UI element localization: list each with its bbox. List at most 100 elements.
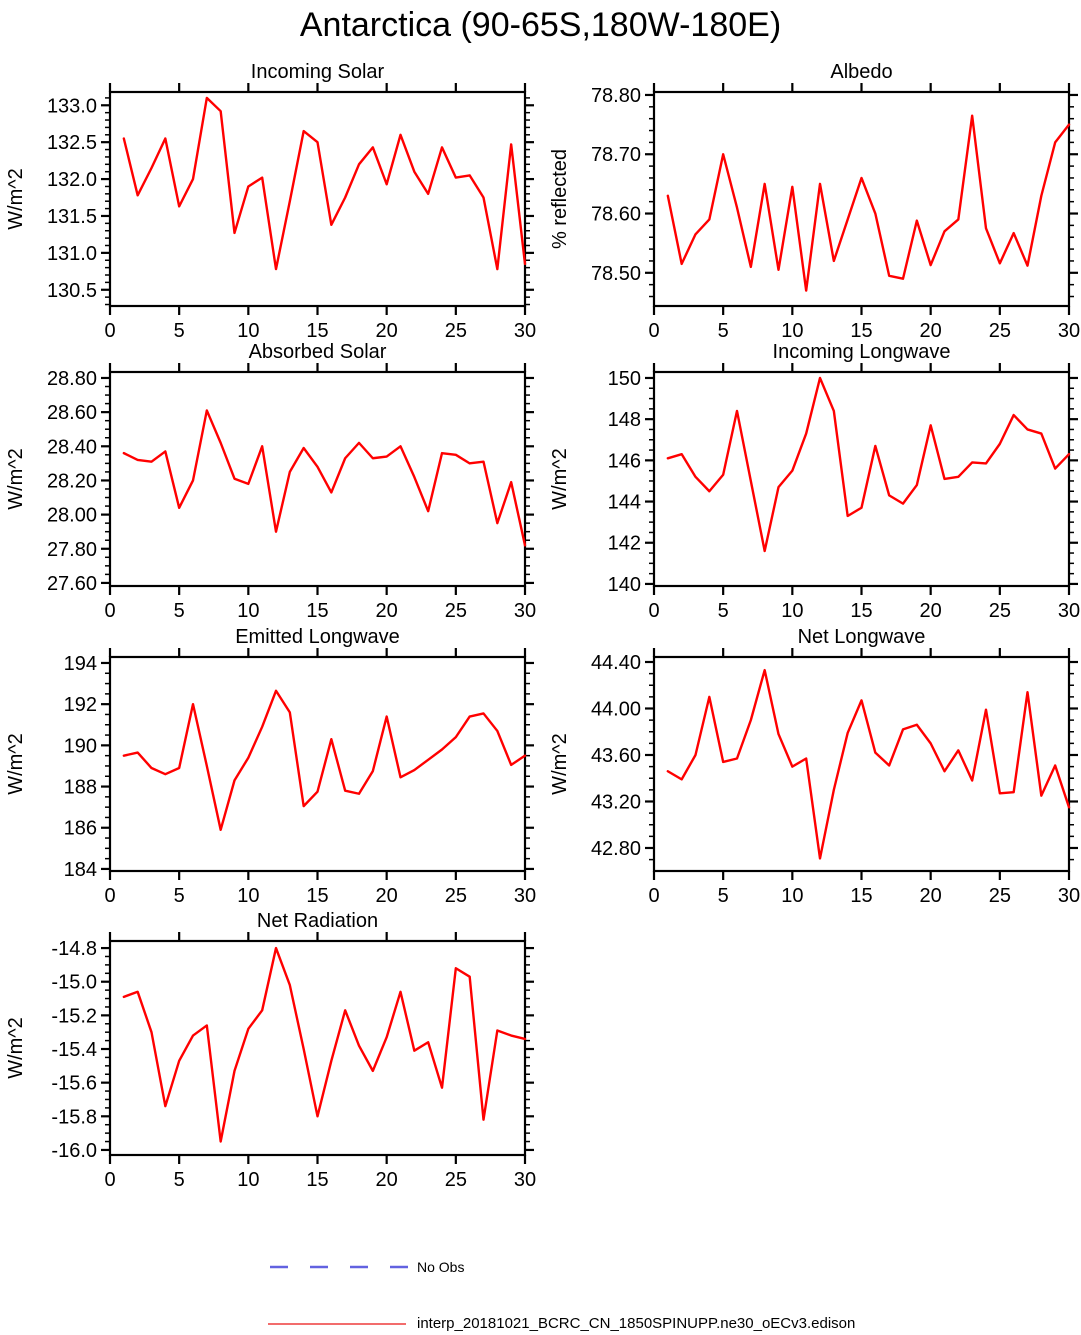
y-tick-label: 148 [608,409,641,431]
x-tick-label: 25 [445,320,467,342]
x-tick-label: 20 [376,320,398,342]
x-tick-label: 5 [718,600,729,622]
y-tick-label: 194 [64,653,97,675]
series-line-emitted-longwave [122,689,527,832]
y-tick-label: 140 [608,574,641,596]
x-tick-label: 0 [648,320,659,342]
x-tick-label: 10 [237,600,259,622]
x-tick-label: 25 [989,320,1011,342]
y-tick-label: 28.00 [47,505,97,527]
x-tick-label: 5 [174,1169,185,1191]
chart-ylabel: W/m^2 [5,1017,27,1079]
y-tick-label: 144 [608,492,641,514]
y-tick-label: 133.0 [47,95,97,117]
series-line-incoming-longwave [666,376,1071,553]
y-tick-label: 28.20 [47,470,97,492]
y-tick-label: 142 [608,533,641,555]
series-solid-line-icon [268,1322,406,1325]
y-tick-label: 130.5 [47,280,97,302]
plot-frame [108,655,527,873]
x-tick-label: 15 [850,600,872,622]
y-tick-label: 44.40 [591,652,641,674]
x-tick-label: 0 [104,1169,115,1191]
y-tick-label: 78.50 [591,263,641,285]
x-tick-label: 5 [174,885,185,907]
series-line-net-longwave [666,668,1071,860]
legend-item-no-obs: No Obs [267,1259,464,1275]
plot-frame [108,90,527,308]
y-tick-label: 78.60 [591,204,641,226]
chart-title: Net Radiation [257,910,378,932]
x-tick-label: 10 [237,1169,259,1191]
series-line-net-radiation [122,946,527,1143]
y-tick-label: -15.0 [51,972,97,994]
chart-ylabel: W/m^2 [5,733,27,795]
chart-title: Incoming Longwave [773,341,951,363]
chart-ylabel: W/m^2 [5,168,27,230]
chart-net-longwave: 0 5 10 15 20 25 30 42.80 43.20 43.60 44.00 44.40 Net… [549,626,1080,907]
chart-ylabel: W/m^2 [549,448,571,510]
y-tick-label: -15.8 [51,1106,97,1128]
x-tick-label: 5 [718,320,729,342]
x-tick-label: 20 [920,320,942,342]
x-tick-label: 0 [104,320,115,342]
y-tick-label: -15.6 [51,1073,97,1095]
y-tick-label: 43.20 [591,791,641,813]
y-tick-label: 28.80 [47,368,97,390]
legend-item-series: interp_20181021_BCRC_CN_1850SPINUPP.ne30… [267,1315,855,1332]
chart-net-radiation: 0 5 10 15 20 25 30 -16.0 -15.8 -15.6 -15.4 -15.2 -15… [5,910,536,1191]
y-tick-label: -15.4 [51,1039,97,1061]
chart-title: Net Longwave [798,626,926,648]
chart-title: Albedo [830,61,892,83]
chart-ylabel: % reflected [549,149,571,249]
x-tick-label: 30 [514,600,536,622]
y-tick-label: -15.2 [51,1005,97,1027]
x-tick-label: 15 [306,600,328,622]
x-tick-label: 10 [781,885,803,907]
y-tick-label: 150 [608,368,641,390]
x-tick-label: 20 [920,885,942,907]
y-tick-label: 42.80 [591,838,641,860]
x-tick-label: 15 [850,320,872,342]
x-tick-label: 15 [306,885,328,907]
y-tick-label: 192 [64,694,97,716]
series-line-incoming-solar [122,96,527,271]
x-tick-label: 20 [376,600,398,622]
series-line-albedo [666,114,1071,292]
legend-label-series: interp_20181021_BCRC_CN_1850SPINUPP.ne30… [417,1315,856,1332]
x-tick-label: 10 [237,885,259,907]
y-tick-label: 186 [64,818,97,840]
x-tick-label: 25 [445,885,467,907]
x-tick-label: 0 [648,885,659,907]
y-tick-label: 188 [64,777,97,799]
x-tick-label: 30 [514,320,536,342]
chart-incoming-longwave: 0 5 10 15 20 25 30 140 142 144 146 148 150 Incoming L… [549,341,1080,622]
x-tick-label: 20 [376,1169,398,1191]
chart-title: Absorbed Solar [249,341,387,363]
y-tick-label: 78.80 [591,85,641,107]
y-tick-label: 27.80 [47,539,97,561]
x-tick-label: 0 [648,600,659,622]
x-tick-label: 30 [514,885,536,907]
x-tick-label: 0 [104,600,115,622]
x-tick-label: 25 [445,1169,467,1191]
chart-title: Incoming Solar [251,61,385,83]
y-tick-label: 28.40 [47,436,97,458]
x-tick-label: 5 [174,600,185,622]
y-tick-label: 78.70 [591,144,641,166]
x-tick-label: 10 [781,320,803,342]
chart-ylabel: W/m^2 [549,733,571,795]
y-tick-label: 131.0 [47,243,97,265]
x-tick-label: 25 [989,885,1011,907]
y-tick-label: 146 [608,450,641,472]
no-obs-dashed-line-icon [270,1265,408,1269]
x-tick-label: 10 [237,320,259,342]
y-tick-label: 131.5 [47,206,97,228]
x-tick-label: 15 [306,320,328,342]
y-tick-label: 27.60 [47,573,97,595]
y-tick-label: 132.0 [47,169,97,191]
chart-ylabel: W/m^2 [5,448,27,510]
y-tick-label: 132.5 [47,132,97,154]
plot-frame [652,655,1071,873]
